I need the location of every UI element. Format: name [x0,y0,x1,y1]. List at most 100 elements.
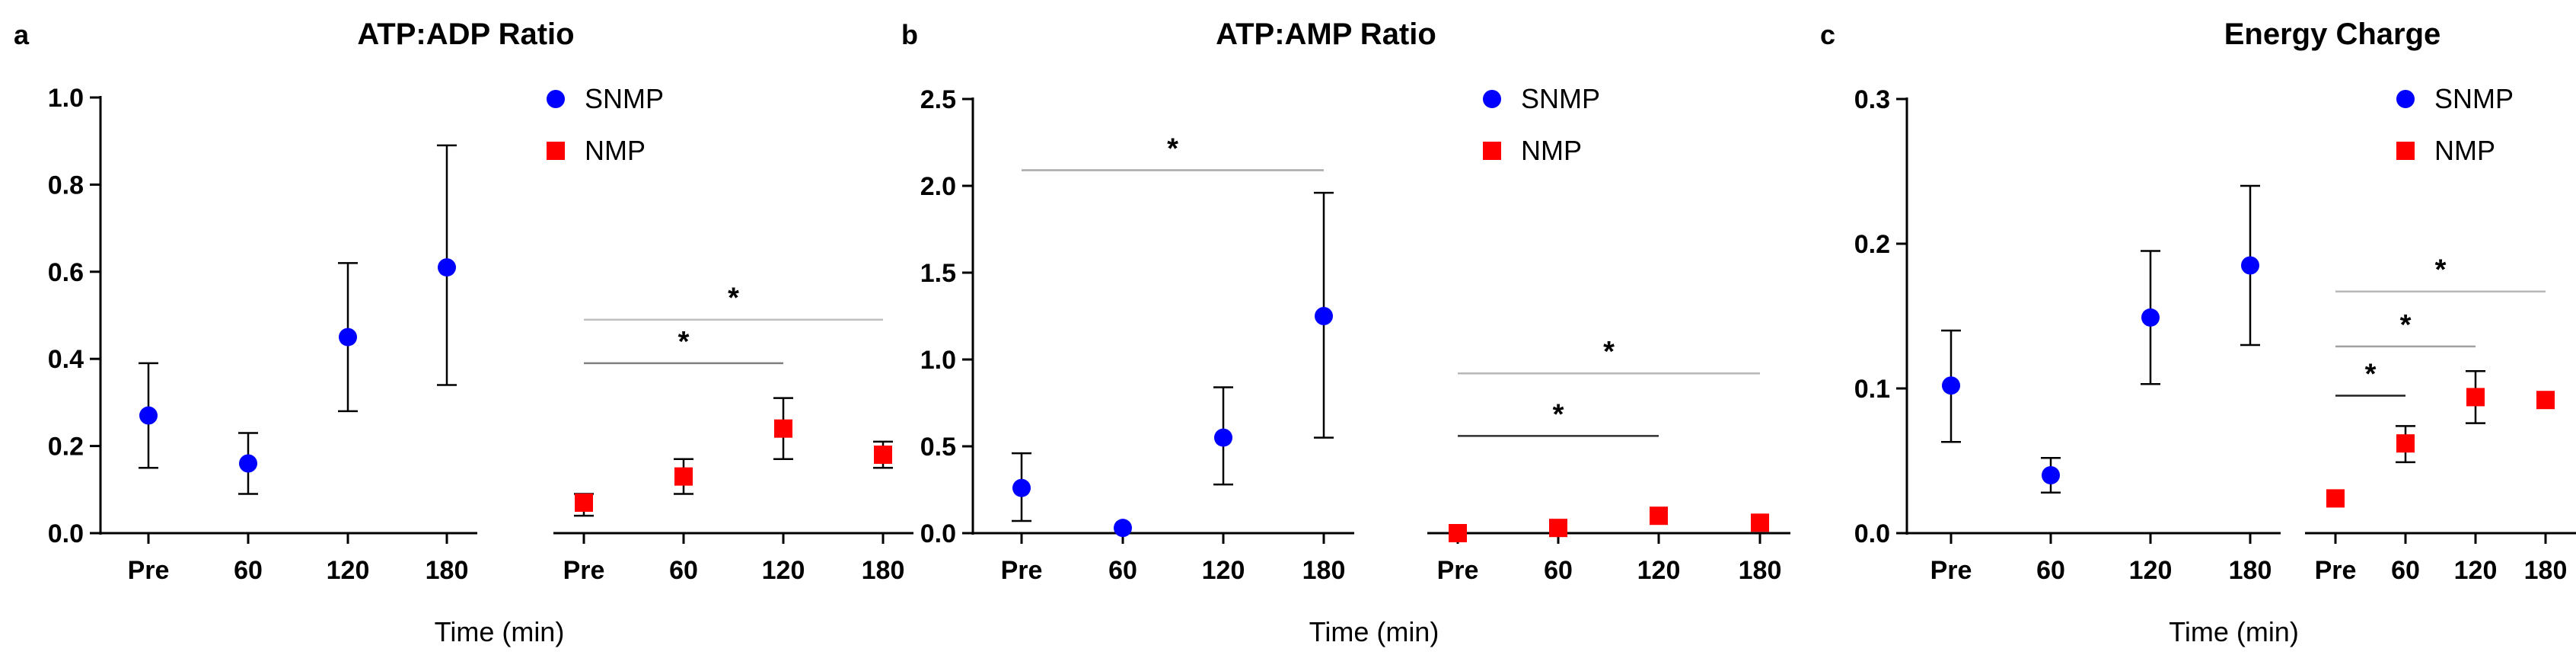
data-point-nmp [1549,519,1567,538]
legend-label-snmp: SNMP [1521,83,1600,114]
x-tick-label: 60 [2391,556,2420,585]
y-tick-label: 0.3 [1854,85,1890,114]
data-point-snmp [1012,478,1031,497]
legend-marker-snmp [2396,90,2415,108]
data-point-snmp [239,454,257,473]
data-point-nmp [575,493,593,512]
data-point-snmp [1214,428,1232,447]
data-point-snmp [2141,308,2160,327]
y-tick-label: 0.2 [1854,230,1890,259]
x-tick-label: 60 [1108,556,1137,585]
data-point-nmp [874,446,892,465]
significance-label: * [678,326,690,358]
x-tick-label: 180 [1302,556,1346,585]
significance-label: * [2365,359,2377,391]
x-axis-label: Time (min) [2169,616,2299,647]
x-tick-label: Pre [1001,556,1043,585]
x-tick-label: 60 [1544,556,1573,585]
chart-title: Energy Charge [2224,18,2441,51]
x-tick-label: 180 [2524,556,2568,585]
x-tick-label: 180 [1739,556,1782,585]
x-tick-label: 60 [2036,556,2065,585]
x-tick-label: Pre [1930,556,1972,585]
y-tick-label: 1.0 [48,84,84,113]
x-tick-label: 120 [2454,556,2498,585]
x-tick-label: Pre [1437,556,1479,585]
x-axis-label: Time (min) [435,616,565,647]
x-tick-label: 120 [1202,556,1245,585]
panel-c: c Energy Charge 0.0 0.1 0.2 0.3 Pre 60 120 180 Pre… [1820,18,2576,647]
y-tick-label: 1.5 [920,259,956,288]
y-tick-label: 0.0 [920,519,956,548]
y-tick-label: 0.0 [1854,519,1890,548]
significance-label: * [1167,133,1178,165]
x-tick-label: 120 [1637,556,1681,585]
legend-marker-nmp [2396,142,2415,160]
legend-label-snmp: SNMP [585,83,664,114]
legend-marker-nmp [1483,142,1501,160]
x-tick-label: 180 [2229,556,2272,585]
x-tick-label: 180 [426,556,469,585]
y-tick-label: 0.5 [920,433,956,462]
significance-label: * [2400,309,2412,341]
data-point-nmp [2536,391,2555,410]
legend-label-nmp: NMP [585,135,646,166]
y-tick-label: 0.4 [48,345,84,374]
significance-label: * [1553,398,1564,430]
y-tick-label: 0.1 [1854,375,1890,404]
significance-label: * [728,283,739,315]
panel-letter: b [901,19,918,50]
data-point-nmp [674,467,693,486]
panel-letter: a [14,19,30,50]
x-tick-label: 120 [2129,556,2173,585]
x-tick-label: 120 [762,556,805,585]
legend-marker-nmp [547,142,565,160]
data-point-snmp [139,406,158,425]
data-point-nmp [2396,434,2415,453]
legend-marker-snmp [1483,90,1501,108]
legend-label-nmp: NMP [1521,135,1582,166]
y-tick-label: 0.6 [48,258,84,287]
chart-title: ATP:ADP Ratio [357,18,574,51]
y-tick-label: 0.8 [48,171,84,200]
y-tick-label: 0.2 [48,433,84,462]
data-point-snmp [1942,376,1960,395]
y-tick-label: 2.0 [920,172,956,201]
data-point-nmp [1449,524,1467,542]
significance-label: * [2435,254,2447,286]
x-tick-label: 180 [862,556,905,585]
legend-marker-snmp [547,90,565,108]
x-tick-label: 60 [669,556,698,585]
panel-b: b ATP:AMP Ratio 0.0 0.5 1.0 1.5 2.0 2.5 Pre 60 120… [901,18,1790,647]
data-point-nmp [1650,506,1668,526]
chart-title: ATP:AMP Ratio [1216,18,1436,51]
legend: SNMP NMP [1483,83,1600,166]
legend: SNMP NMP [547,83,664,166]
y-tick-label: 2.5 [920,85,956,114]
panel-a: a ATP:ADP Ratio 0.0 0.2 0.4 0.6 0.8 1.0 Pre 60 120… [14,18,913,647]
x-tick-label: Pre [563,556,605,585]
data-point-nmp [774,419,792,438]
data-point-snmp [339,328,357,347]
data-point-nmp [2326,489,2345,508]
data-point-snmp [2042,466,2060,484]
x-tick-label: Pre [2315,556,2357,585]
data-point-nmp [2466,388,2485,407]
panel-letter: c [1820,19,1835,50]
significance-label: * [1603,336,1615,368]
x-tick-label: 120 [327,556,370,585]
data-point-snmp [438,258,456,277]
legend-label-nmp: NMP [2434,135,2495,166]
y-tick-label: 0.0 [48,519,84,548]
data-point-snmp [2241,256,2259,275]
x-tick-label: Pre [128,556,170,585]
x-axis-label: Time (min) [1309,616,1439,647]
data-point-nmp [1751,513,1769,532]
data-point-snmp [1315,307,1333,325]
legend: SNMP NMP [2396,83,2514,166]
legend-label-snmp: SNMP [2434,83,2514,114]
y-tick-label: 1.0 [920,346,956,375]
x-tick-label: 60 [234,556,263,585]
data-point-snmp [1114,519,1132,538]
